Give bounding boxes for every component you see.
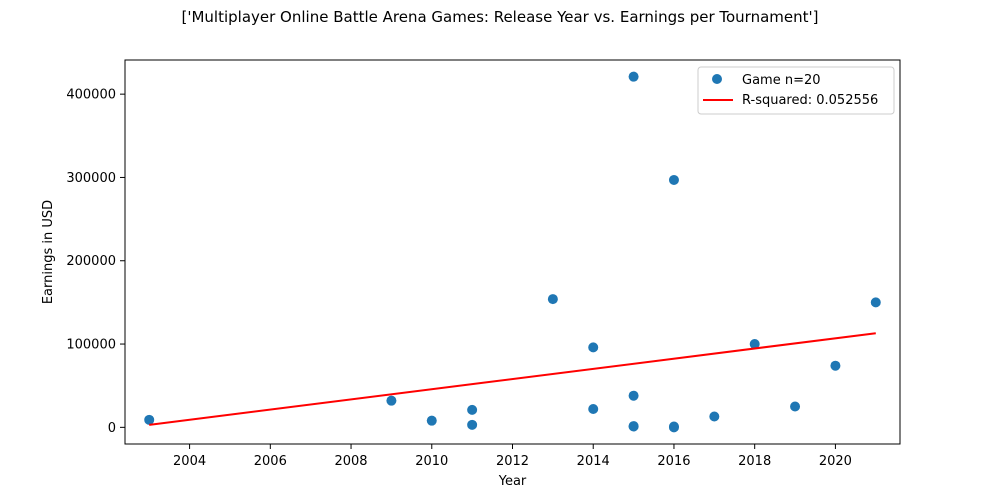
- x-axis-label: Year: [498, 474, 527, 489]
- x-tick-label: 2014: [577, 454, 610, 469]
- y-tick-label: 300000: [66, 171, 116, 186]
- data-point: [426, 415, 437, 426]
- legend: Game n=20 R-squared: 0.052556: [697, 66, 895, 115]
- data-point: [668, 174, 679, 185]
- y-tick-label: 200000: [66, 254, 116, 269]
- data-point: [628, 71, 639, 82]
- data-point: [628, 421, 639, 432]
- y-tick-label: 400000: [66, 88, 116, 103]
- x-tick-label: 2008: [334, 454, 367, 469]
- x-tick-label: 2016: [657, 454, 690, 469]
- y-axis: 0 100000 200000 300000 400000: [66, 88, 125, 436]
- data-point: [749, 339, 760, 350]
- legend-line-label: R-squared: 0.052556: [742, 93, 878, 108]
- legend-scatter-label: Game n=20: [742, 73, 821, 88]
- x-tick-label: 2006: [254, 454, 287, 469]
- chart-title: ['Multiplayer Online Battle Arena Games:…: [182, 8, 819, 26]
- x-tick-label: 2018: [738, 454, 771, 469]
- data-point: [386, 395, 397, 406]
- y-tick-label: 100000: [66, 338, 116, 353]
- x-axis: 2004 2006 2008 2010 2012 2014 2016 2018 2020: [173, 444, 852, 469]
- y-axis-label: Earnings in USD: [41, 200, 56, 304]
- data-point: [870, 297, 881, 308]
- data-point: [830, 360, 841, 371]
- plot-frame: [124, 59, 901, 445]
- legend-scatter-marker: [712, 74, 722, 84]
- data-point: [668, 422, 679, 433]
- data-point: [467, 419, 478, 430]
- x-tick-label: 2010: [415, 454, 448, 469]
- data-point: [628, 390, 639, 401]
- y-tick-label: 0: [108, 421, 116, 436]
- x-tick-label: 2020: [819, 454, 852, 469]
- data-point: [709, 411, 720, 422]
- data-point: [144, 414, 155, 425]
- x-tick-label: 2004: [173, 454, 206, 469]
- data-point: [547, 294, 558, 305]
- plot-area: [144, 71, 881, 433]
- x-tick-label: 2012: [496, 454, 529, 469]
- data-point: [790, 401, 801, 412]
- legend-box: [697, 66, 895, 115]
- trend-line: [149, 332, 876, 426]
- data-point: [588, 404, 599, 415]
- data-point: [588, 342, 599, 353]
- data-point: [467, 404, 478, 415]
